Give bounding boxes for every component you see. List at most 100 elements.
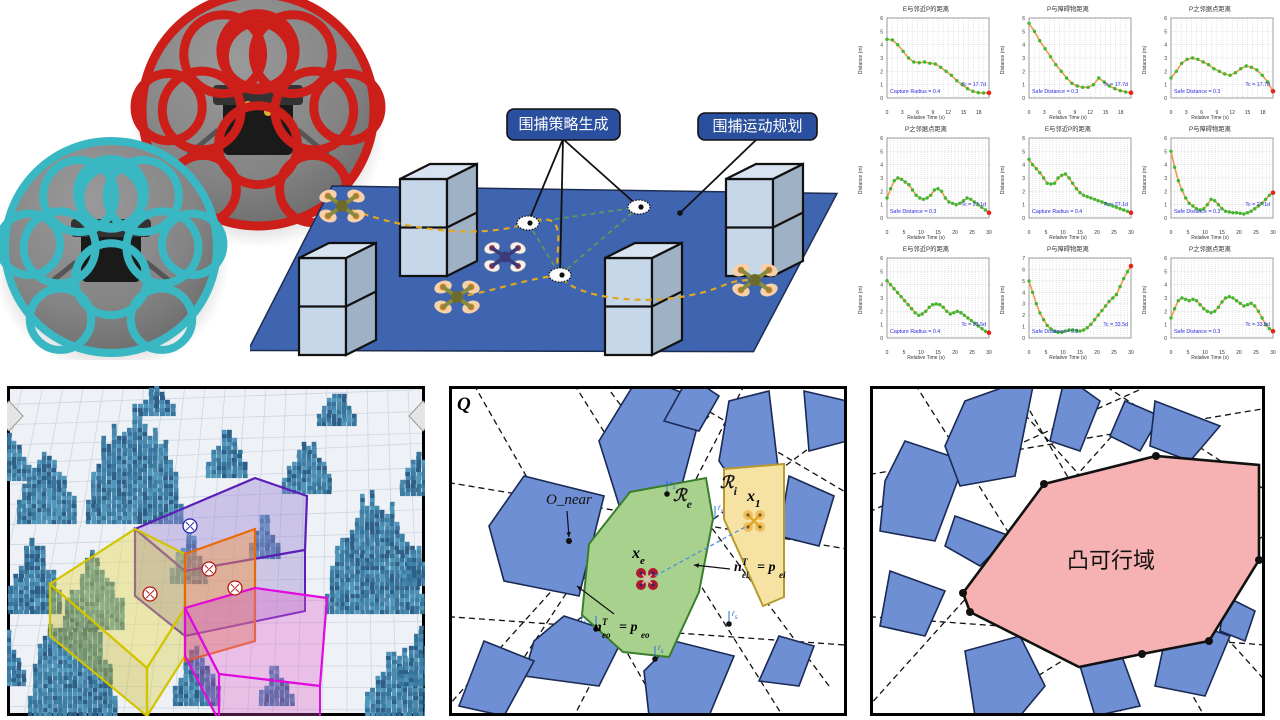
svg-text:T: T [742, 557, 748, 567]
svg-text:30: 30 [1270, 350, 1276, 356]
svg-text:6: 6 [1022, 136, 1025, 142]
svg-text:30: 30 [1128, 350, 1134, 356]
svg-text:15: 15 [1077, 230, 1083, 236]
svg-text:3: 3 [1022, 56, 1025, 62]
svg-text:⤫: ⤫ [185, 521, 195, 533]
svg-text:1: 1 [1022, 203, 1025, 209]
svg-text:4: 4 [1022, 290, 1025, 296]
svg-text:P与障碍物距离: P与障碍物距离 [1047, 244, 1089, 253]
svg-text:Tc = 27.1d: Tc = 27.1d [961, 202, 986, 208]
svg-text:Tc = 33.5d: Tc = 33.5d [961, 322, 986, 328]
svg-text:25: 25 [1253, 350, 1259, 356]
svg-text:n: n [734, 560, 742, 575]
svg-text:E与邻近P的距离: E与邻近P的距离 [903, 244, 949, 253]
svg-text:4: 4 [1164, 163, 1167, 169]
svg-text:0: 0 [1022, 216, 1025, 222]
svg-text:P之邻据点距离: P之邻据点距离 [1189, 4, 1231, 13]
svg-text:Distance (m): Distance (m) [1000, 285, 1006, 314]
svg-text:Tc = 17.7d: Tc = 17.7d [1103, 82, 1128, 88]
svg-text:5: 5 [880, 29, 883, 35]
svg-text:3: 3 [1164, 296, 1167, 302]
svg-text:15: 15 [1103, 110, 1109, 116]
svg-text:⤫: ⤫ [204, 564, 214, 576]
svg-text:Capture Radius = 0.4: Capture Radius = 0.4 [1032, 209, 1082, 215]
svg-text:⤫: ⤫ [230, 583, 240, 595]
svg-text:Capture Radius = 0.4: Capture Radius = 0.4 [890, 89, 940, 95]
svg-text:5: 5 [1187, 230, 1190, 236]
svg-text:Capture Radius = 0.4: Capture Radius = 0.4 [890, 329, 940, 335]
svg-text:0: 0 [886, 230, 889, 236]
svg-text:Distance (m): Distance (m) [858, 165, 864, 194]
svg-text:5: 5 [1187, 350, 1190, 356]
svg-text:1: 1 [1164, 203, 1167, 209]
svg-text:围捕运动规划: 围捕运动规划 [712, 118, 802, 135]
svg-text:25: 25 [1111, 230, 1117, 236]
svg-text:2: 2 [1164, 189, 1167, 195]
svg-text:3: 3 [1185, 110, 1188, 116]
svg-text:3: 3 [880, 176, 883, 182]
svg-text:0: 0 [880, 216, 883, 222]
svg-text:9: 9 [932, 110, 935, 116]
svg-text:10: 10 [1202, 350, 1208, 356]
svg-text:5: 5 [1022, 29, 1025, 35]
svg-text:P之邻据点距离: P之邻据点距离 [905, 124, 947, 133]
svg-text:6: 6 [1022, 267, 1025, 273]
svg-text:5: 5 [1022, 149, 1025, 155]
svg-text:2: 2 [1164, 309, 1167, 315]
svg-text:18: 18 [1118, 110, 1124, 116]
svg-text:2: 2 [1022, 69, 1025, 75]
svg-text:Safe Distance = 0.3: Safe Distance = 0.3 [1032, 329, 1078, 335]
svg-text:Tc = 33.5d: Tc = 33.5d [1103, 322, 1128, 328]
svg-text:= p: = p [619, 620, 637, 635]
svg-text:6: 6 [1200, 110, 1203, 116]
svg-text:30: 30 [1128, 230, 1134, 236]
svg-text:= p: = p [757, 560, 775, 575]
svg-text:eo: eo [641, 630, 650, 640]
svg-text:P与障碍物距离: P与障碍物距离 [1047, 4, 1089, 13]
svg-text:5: 5 [1164, 149, 1167, 155]
svg-text:eo: eo [602, 630, 611, 640]
svg-text:凸可行域: 凸可行域 [1067, 548, 1155, 573]
svg-text:25: 25 [969, 350, 975, 356]
svg-text:2: 2 [880, 69, 883, 75]
svg-text:15: 15 [1245, 110, 1251, 116]
svg-text:围捕策略生成: 围捕策略生成 [518, 116, 608, 133]
svg-text:4: 4 [1022, 163, 1025, 169]
svg-text:0: 0 [886, 350, 889, 356]
svg-text:10: 10 [1202, 230, 1208, 236]
svg-text:P与障碍物距离: P与障碍物距离 [1189, 124, 1231, 133]
svg-text:18: 18 [1260, 110, 1266, 116]
svg-text:20: 20 [1236, 350, 1242, 356]
svg-text:4: 4 [880, 163, 883, 169]
svg-text:25: 25 [1253, 230, 1259, 236]
svg-text:5: 5 [903, 350, 906, 356]
svg-text:Tc = 33.5d: Tc = 33.5d [1245, 322, 1270, 328]
svg-text:⤫: ⤫ [145, 589, 155, 601]
svg-text:Safe Distance = 0.3: Safe Distance = 0.3 [890, 209, 936, 215]
svg-text:Tc = 27.1d: Tc = 27.1d [1103, 202, 1128, 208]
svg-text:5: 5 [880, 149, 883, 155]
svg-text:2: 2 [1022, 313, 1025, 319]
svg-text:15: 15 [1219, 350, 1225, 356]
svg-text:4: 4 [1164, 283, 1167, 289]
svg-text:10: 10 [918, 350, 924, 356]
svg-text:Q: Q [457, 394, 471, 415]
svg-text:10: 10 [1060, 350, 1066, 356]
svg-text:O_near: O_near [546, 492, 592, 508]
svg-text:0: 0 [1170, 350, 1173, 356]
svg-text:6: 6 [1058, 110, 1061, 116]
svg-text:E与邻近P的距离: E与邻近P的距离 [903, 4, 949, 13]
svg-text:6: 6 [1164, 256, 1167, 262]
svg-text:1: 1 [1022, 83, 1025, 89]
svg-text:3: 3 [901, 110, 904, 116]
svg-text:1: 1 [1164, 323, 1167, 329]
svg-text:5: 5 [903, 230, 906, 236]
svg-text:15: 15 [935, 350, 941, 356]
svg-text:4: 4 [880, 43, 883, 49]
svg-text:1: 1 [880, 83, 883, 89]
svg-text:5: 5 [1045, 230, 1048, 236]
svg-text:Tc = 17.7d: Tc = 17.7d [961, 82, 986, 88]
svg-text:Safe Distance = 0.3: Safe Distance = 0.3 [1032, 89, 1078, 95]
svg-text:3: 3 [1164, 56, 1167, 62]
svg-text:0: 0 [1164, 216, 1167, 222]
